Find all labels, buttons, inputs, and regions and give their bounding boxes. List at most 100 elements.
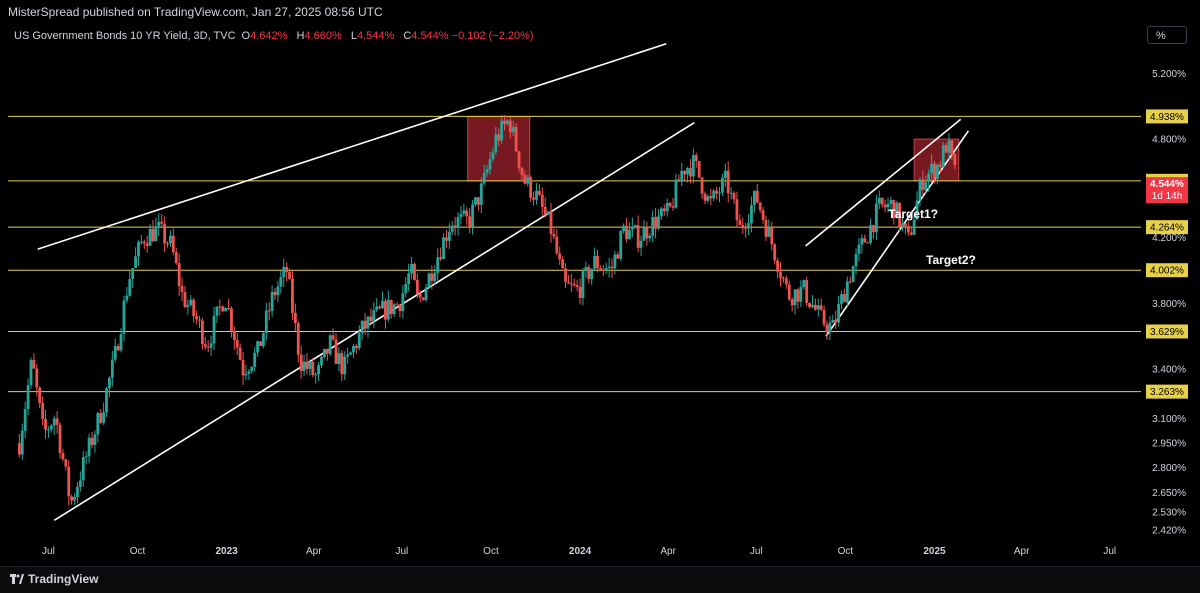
candle-body-116 [354,345,358,349]
candle-body-222 [662,208,666,212]
candle-body-22 [81,457,85,481]
candle-body-54 [174,252,178,264]
candle-body-235 [700,177,704,194]
candle-body-14 [58,424,62,454]
candle-body-91 [282,266,286,278]
percent-scale-button[interactable]: % [1147,26,1187,44]
candle-body-148 [447,231,451,241]
candle-body-238 [709,196,713,199]
candle-body-273 [811,304,814,307]
candle-body-9 [44,418,47,430]
candle-body-121 [369,316,373,322]
candle-body-186 [558,253,562,260]
candle-body-158 [476,197,480,205]
candle-body-156 [471,204,474,227]
candle-body-55 [177,263,181,287]
candle-body-42 [139,241,143,243]
candle-body-89 [276,286,280,296]
level-badge-1 [1146,109,1188,124]
header-bar: MisterSpread published on TradingView.co… [0,0,1200,22]
candle-body-266 [790,299,794,306]
candle-body-236 [703,193,707,201]
candle-body-50 [163,223,167,244]
candle-body-240 [715,190,718,194]
level-label-4: 4.002% [1150,266,1184,277]
candle-body-290 [860,238,864,245]
candle-body-228 [680,170,684,182]
candle-body-306 [906,226,910,233]
candle-body-304 [901,223,904,228]
candle-body-53 [171,235,175,253]
x-tick-label-5: Jul [395,546,408,557]
candle-body-217 [648,235,652,239]
candle-body-154 [465,210,469,217]
candle-body-221 [660,208,663,217]
candle-body-242 [721,177,724,193]
candle-body-47 [154,226,158,242]
candle-body-45 [148,228,152,246]
candle-body-286 [848,281,852,283]
candle-body-224 [668,202,672,207]
candle-body-18 [70,496,74,501]
candle-body-204 [610,266,614,269]
candle-body-97 [299,354,303,371]
level-label-3: 4.264% [1150,223,1184,234]
candle-body-85 [264,310,268,334]
candle-body-152 [459,213,463,218]
candle-body-57 [183,292,187,308]
candle-body-310 [918,179,922,201]
candle-body-5 [32,359,36,369]
candle-body-129 [392,304,396,314]
candle-body-15 [61,453,65,460]
candle-body-142 [430,273,434,282]
candle-body-225 [671,206,675,208]
candle-body-2 [23,409,27,431]
candle-body-61 [195,316,198,320]
candle-body-94 [291,278,294,313]
candle-body-247 [735,199,739,221]
candle-body-201 [601,269,605,271]
candle-body-67 [212,315,216,344]
tradingview-logo-icon [10,574,24,584]
candle-body-212 [633,225,637,227]
high-value: 4.660% [304,30,342,42]
candles [17,114,957,506]
candle-body-289 [857,244,861,254]
candle-body-214 [639,240,643,248]
candle-body-11 [49,425,53,430]
candle-body-249 [741,225,745,229]
candle-body-220 [657,216,660,229]
candle-body-25 [90,437,94,445]
candle-body-51 [166,243,169,245]
candle-body-37 [125,295,129,301]
candle-body-227 [677,179,681,182]
low-value: 4.544% [356,30,395,42]
level-label-6: 3.263% [1150,387,1184,398]
candle-body-252 [750,205,753,224]
candle-body-29 [102,412,106,423]
candle-body-149 [450,225,454,232]
level-label-1: 4.938% [1150,112,1184,123]
candle-body-275 [816,305,820,310]
candle-body-191 [572,283,576,286]
candle-body-192 [575,285,579,288]
candle-body-7 [38,387,42,404]
candle-body-88 [273,291,277,296]
x-tick-label-4: Apr [306,546,322,557]
candle-body-164 [494,134,498,153]
candle-body-120 [366,316,370,329]
candle-body-144 [436,257,440,273]
candle-body-13 [55,418,59,425]
candle-body-243 [723,170,727,178]
candle-body-291 [863,238,867,243]
symbol-legend: US Government Bonds 10 YR Yield, 3D, TVC… [14,30,534,42]
candle-body-64 [203,344,207,347]
annotations: Target1? Target2? [888,207,976,267]
candle-body-72 [227,308,230,310]
candle-body-233 [694,155,698,162]
candle-body-285 [845,281,849,303]
candle-body-317 [938,164,942,168]
candle-body-150 [453,225,457,227]
candle-body-315 [933,163,936,179]
